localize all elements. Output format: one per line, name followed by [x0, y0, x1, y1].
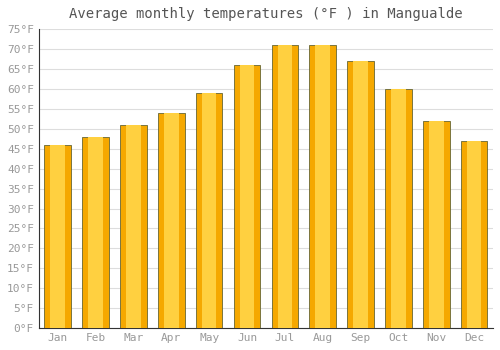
- Bar: [348, 61, 374, 328]
- Bar: [385, 89, 411, 328]
- Bar: [423, 121, 450, 328]
- Bar: [158, 113, 184, 328]
- Bar: [234, 65, 260, 328]
- Bar: [82, 137, 109, 328]
- Bar: [164, 113, 178, 328]
- Title: Average monthly temperatures (°F ) in Mangualde: Average monthly temperatures (°F ) in Ma…: [69, 7, 462, 21]
- Bar: [461, 141, 487, 328]
- Bar: [120, 125, 146, 328]
- Bar: [240, 65, 254, 328]
- Bar: [429, 121, 444, 328]
- Bar: [126, 125, 140, 328]
- Bar: [278, 45, 292, 328]
- Bar: [310, 45, 336, 328]
- Bar: [354, 61, 368, 328]
- Bar: [202, 93, 216, 328]
- Bar: [88, 137, 103, 328]
- Bar: [50, 145, 65, 328]
- Bar: [44, 145, 71, 328]
- Bar: [467, 141, 481, 328]
- Bar: [391, 89, 406, 328]
- Bar: [316, 45, 330, 328]
- Bar: [272, 45, 298, 328]
- Bar: [196, 93, 222, 328]
